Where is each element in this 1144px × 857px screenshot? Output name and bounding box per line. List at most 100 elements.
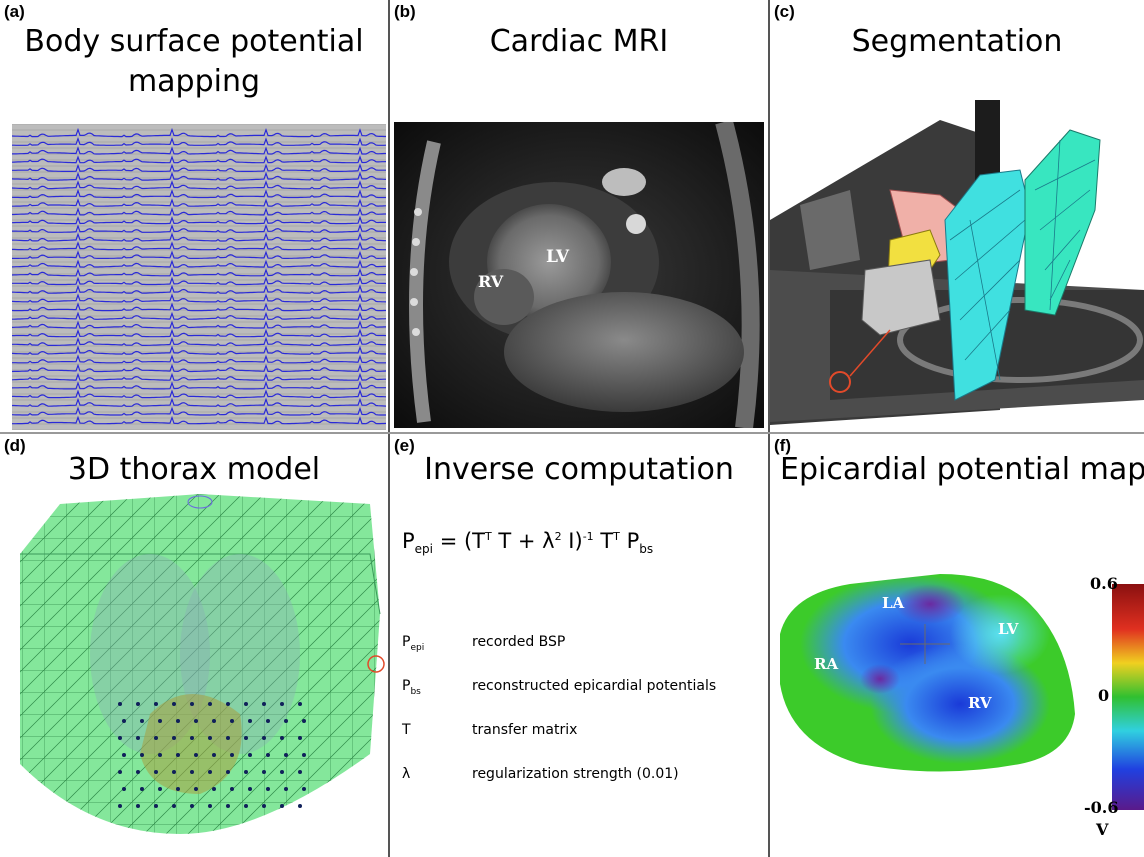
ecg-trace xyxy=(12,171,386,181)
ecg-trace xyxy=(12,372,386,381)
colorbar xyxy=(1112,584,1144,810)
ecg-trace xyxy=(12,276,386,286)
electrode-dot xyxy=(190,770,194,774)
panel-segmentation: (c) Segmentation xyxy=(770,0,1144,432)
electrode-dot xyxy=(298,702,302,706)
colorbar-max-label: 0.6 xyxy=(1090,574,1118,593)
electrode-dot xyxy=(140,719,144,723)
electrode-dot xyxy=(158,753,162,757)
electrode-dot xyxy=(230,719,234,723)
electrode-dot xyxy=(122,719,126,723)
panel-inverse-computation: (e) Inverse computation Pepi = (TT T + λ… xyxy=(390,434,768,857)
colorbar-mid-label: 0 xyxy=(1098,686,1110,705)
electrode-dot xyxy=(280,736,284,740)
electrode-dot xyxy=(136,702,140,706)
electrode-dot xyxy=(158,719,162,723)
divider xyxy=(768,0,770,857)
electrode-dot xyxy=(212,787,216,791)
electrode-dot xyxy=(118,770,122,774)
electrode-dot xyxy=(208,702,212,706)
electrode-dot xyxy=(118,804,122,808)
electrode-dot xyxy=(302,787,306,791)
map-label-rv: RV xyxy=(968,694,992,712)
segmentation-image xyxy=(770,100,1144,425)
electrode-dot xyxy=(154,804,158,808)
ecg-trace xyxy=(12,363,386,373)
electrode-dot xyxy=(140,787,144,791)
legend-row: T transfer matrix xyxy=(402,722,578,738)
electrode-dot xyxy=(118,736,122,740)
electrode-dot xyxy=(266,753,270,757)
electrode-dot xyxy=(244,736,248,740)
panel-title: Body surface potential mapping xyxy=(24,24,364,99)
panel-title: Epicardial potential map xyxy=(780,452,1144,487)
electrode-dot xyxy=(208,736,212,740)
legend-row: λ regularization strength (0.01) xyxy=(402,766,679,782)
electrode-dot xyxy=(190,702,194,706)
electrode-dot xyxy=(244,702,248,706)
panel-tag: (a) xyxy=(4,2,25,21)
panel-tag: (c) xyxy=(774,2,795,21)
electrode-dot xyxy=(176,753,180,757)
ecg-trace xyxy=(12,345,386,355)
electrode-dot xyxy=(190,736,194,740)
ecg-trace xyxy=(12,180,386,190)
epicardial-map-image: LA LV RA RV xyxy=(780,574,1075,772)
ecg-trace xyxy=(12,136,386,146)
ecg-trace xyxy=(12,188,386,199)
electrode-dot xyxy=(284,787,288,791)
map-label-la: LA xyxy=(882,594,905,612)
ecg-trace xyxy=(12,198,386,207)
panel-cardiac-mri: (b) Cardiac MRI xyxy=(390,0,768,432)
colorbar-unit-label: V xyxy=(1096,820,1109,839)
ecg-trace xyxy=(12,215,386,225)
electrode-dot xyxy=(212,719,216,723)
electrode-dot xyxy=(172,736,176,740)
electrode-dot xyxy=(208,770,212,774)
mri-label-lv: LV xyxy=(546,247,570,267)
mri-image: LV RV xyxy=(394,122,764,428)
ecg-trace xyxy=(12,241,386,251)
electrode-dot xyxy=(136,770,140,774)
map-label-ra: RA xyxy=(814,655,838,673)
electrode-dot xyxy=(248,719,252,723)
legend-row: Pbs reconstructed epicardial potentials xyxy=(402,678,717,697)
symbol-legend: Pepi recorded BSP Pbs reconstructed epic… xyxy=(402,634,762,834)
electrode-dot xyxy=(176,787,180,791)
ecg-trace xyxy=(12,302,386,312)
ecg-trace xyxy=(12,336,386,347)
electrode-dot xyxy=(154,770,158,774)
electrode-dot xyxy=(262,736,266,740)
panel-tag: (f) xyxy=(774,436,791,455)
ecg-trace xyxy=(12,127,386,138)
electrode-dot xyxy=(212,753,216,757)
electrode-dot xyxy=(262,804,266,808)
panel-title: 3D thorax model xyxy=(67,452,321,487)
electrode-dot xyxy=(248,753,252,757)
electrode-dot xyxy=(122,787,126,791)
ecg-trace xyxy=(12,415,386,425)
panel-epicardial-map: (f) Epicardial potential map L xyxy=(770,434,1144,857)
ecg-trace xyxy=(12,163,386,172)
panel-body-surface-mapping: (a) Body surface potential mapping xyxy=(0,0,388,432)
electrode-dot xyxy=(244,770,248,774)
panel-tag: (e) xyxy=(394,436,415,455)
electrode-dot xyxy=(194,787,198,791)
ecg-trace xyxy=(12,328,386,338)
electrode-dot xyxy=(262,702,266,706)
electrode-dot xyxy=(158,787,162,791)
electrode-dot xyxy=(194,719,198,723)
ecg-trace xyxy=(12,284,386,294)
electrode-dot xyxy=(230,787,234,791)
ecg-trace xyxy=(12,406,386,416)
electrode-dot xyxy=(280,770,284,774)
colorbar-min-label: -0.6 xyxy=(1084,798,1119,817)
electrode-dot xyxy=(298,736,302,740)
electrode-dot xyxy=(284,719,288,723)
electrode-dot xyxy=(172,702,176,706)
electrode-dot xyxy=(244,804,248,808)
electrode-dot xyxy=(280,702,284,706)
electrode-dot xyxy=(208,804,212,808)
electrode-dot xyxy=(176,719,180,723)
electrode-dot xyxy=(226,770,230,774)
